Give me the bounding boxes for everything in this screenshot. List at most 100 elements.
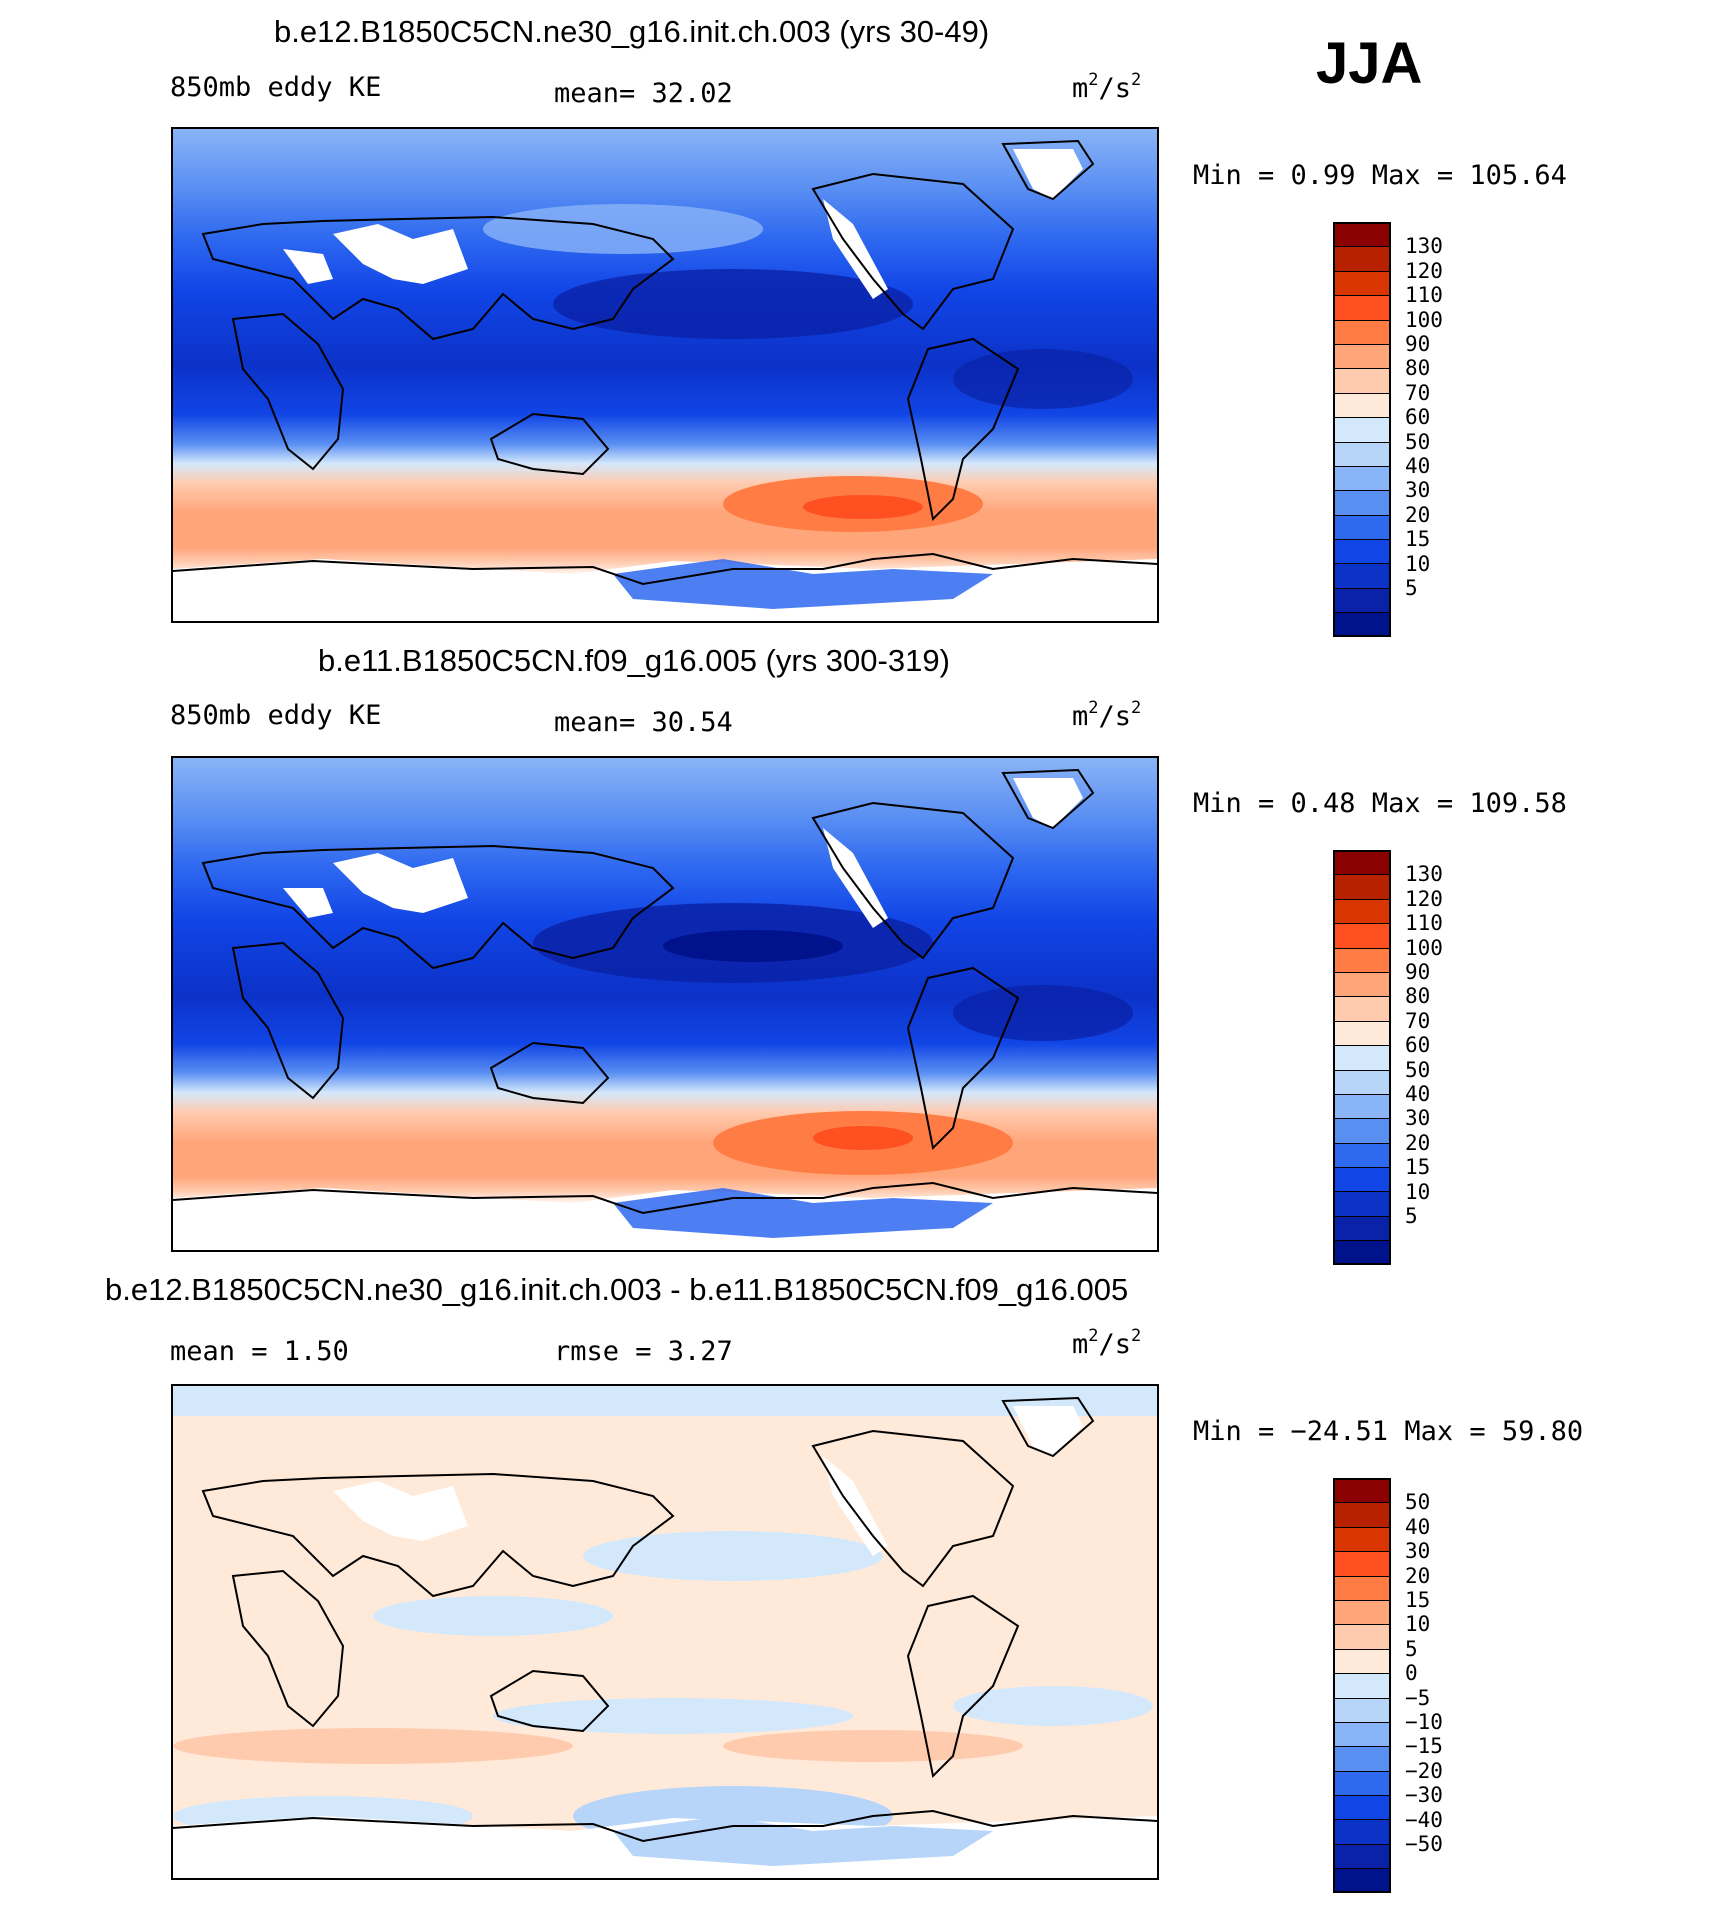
colorbar-cell — [1333, 874, 1391, 899]
colorbar-tick-label: 130 — [1405, 234, 1443, 259]
colorbar-tick-label: 120 — [1405, 258, 1443, 283]
colorbar-tick-label: 90 — [1405, 960, 1431, 984]
colorbar-tick-label: −40 — [1405, 1807, 1443, 1832]
colorbar-cell — [1333, 971, 1391, 997]
panel-1-units: m2/s2 — [1072, 70, 1142, 104]
colorbar-cell — [1333, 465, 1391, 491]
panel-1-mean: mean= 32.02 — [554, 78, 733, 109]
colorbar-tick-label: 10 — [1405, 551, 1431, 576]
panel-3-map-field — [173, 1386, 1157, 1878]
colorbar-cell — [1333, 1819, 1391, 1844]
colorbar-cell — [1333, 1118, 1391, 1143]
panel-2-colorbar-cells — [1333, 850, 1391, 1265]
colorbar-tick-label: 40 — [1405, 1514, 1431, 1539]
colorbar-tick-label: −5 — [1405, 1685, 1431, 1710]
colorbar-cell — [1333, 1502, 1391, 1527]
colorbar-cell — [1333, 1551, 1391, 1576]
colorbar-cell — [1333, 1697, 1391, 1722]
colorbar-cell — [1333, 1526, 1391, 1552]
colorbar-tick-label: 90 — [1405, 332, 1431, 356]
colorbar-cell — [1333, 539, 1391, 564]
colorbar-cell — [1333, 1215, 1391, 1241]
colorbar-cell — [1333, 996, 1391, 1021]
colorbar-cell — [1333, 923, 1391, 948]
colorbar-cell — [1333, 1142, 1391, 1168]
colorbar-tick-label: 60 — [1405, 1033, 1431, 1058]
colorbar-tick-label: 100 — [1405, 935, 1443, 960]
colorbar-tick-label: 30 — [1405, 1106, 1431, 1131]
colorbar-tick-label: 130 — [1405, 862, 1443, 887]
colorbar-tick-label: 70 — [1405, 380, 1431, 405]
colorbar-tick-label: 30 — [1405, 1539, 1431, 1564]
colorbar-tick-label: 50 — [1405, 1057, 1431, 1082]
colorbar-tick-label: 40 — [1405, 454, 1431, 478]
panel-3-map — [171, 1384, 1159, 1880]
colorbar-cell — [1333, 1575, 1391, 1600]
colorbar-cell — [1333, 1167, 1391, 1192]
colorbar-tick-label: 100 — [1405, 307, 1443, 332]
colorbar-cell — [1333, 490, 1391, 515]
colorbar-cell — [1333, 246, 1391, 271]
colorbar-tick-label: 120 — [1405, 886, 1443, 911]
colorbar-tick-label: 20 — [1405, 1130, 1431, 1155]
panel-3-units: m2/s2 — [1072, 1326, 1142, 1360]
colorbar-cell — [1333, 441, 1391, 466]
colorbar-cell — [1333, 1624, 1391, 1649]
colorbar-cell — [1333, 563, 1391, 588]
panel-3-rmse: rmse = 3.27 — [554, 1336, 733, 1367]
panel-2-variable-label: 850mb eddy KE — [170, 700, 382, 731]
panel-1-map-field — [173, 129, 1157, 621]
panel-2-mean: mean= 30.54 — [554, 707, 733, 738]
colorbar-tick-label: 20 — [1405, 502, 1431, 527]
colorbar-tick-label: 40 — [1405, 1082, 1431, 1106]
colorbar-tick-label: 15 — [1405, 527, 1431, 552]
colorbar-cell — [1333, 612, 1391, 637]
colorbar-tick-label: 70 — [1405, 1008, 1431, 1033]
colorbar-cell — [1333, 343, 1391, 369]
colorbar-tick-label: 30 — [1405, 478, 1431, 503]
colorbar-tick-label: 80 — [1405, 984, 1431, 1009]
colorbar-cell — [1333, 1648, 1391, 1674]
colorbar-cell — [1333, 1721, 1391, 1747]
colorbar-tick-label: 15 — [1405, 1588, 1431, 1612]
colorbar-cell — [1333, 1020, 1391, 1046]
panel-1-title: b.e12.B1850C5CN.ne30_g16.init.ch.003 (yr… — [274, 14, 990, 49]
panel-2-colorbar — [1333, 850, 1391, 1265]
panel-1-colorbar-cells — [1333, 222, 1391, 637]
colorbar-cell — [1333, 898, 1391, 924]
colorbar-tick-label: 110 — [1405, 911, 1443, 936]
panel-1-min-max: Min = 0.99 Max = 105.64 — [1193, 160, 1567, 191]
colorbar-tick-label: −15 — [1405, 1734, 1443, 1759]
colorbar-cell — [1333, 1746, 1391, 1771]
colorbar-cell — [1333, 417, 1391, 442]
colorbar-cell — [1333, 1795, 1391, 1820]
colorbar-cell — [1333, 1843, 1391, 1869]
colorbar-tick-label: 110 — [1405, 283, 1443, 308]
panel-2-map — [171, 756, 1159, 1252]
colorbar-tick-label: −30 — [1405, 1783, 1443, 1808]
panel-3-title: b.e12.B1850C5CN.ne30_g16.init.ch.003 - b… — [105, 1272, 1129, 1307]
colorbar-cell — [1333, 368, 1391, 393]
colorbar-tick-label: 50 — [1405, 429, 1431, 454]
colorbar-cell — [1333, 587, 1391, 613]
colorbar-cell — [1333, 1478, 1391, 1503]
colorbar-cell — [1333, 392, 1391, 418]
panel-1-colorbar — [1333, 222, 1391, 637]
colorbar-tick-label: 5 — [1405, 1636, 1418, 1661]
colorbar-cell — [1333, 1673, 1391, 1698]
colorbar-cell — [1333, 1599, 1391, 1625]
colorbar-cell — [1333, 1240, 1391, 1265]
colorbar-tick-label: −50 — [1405, 1832, 1443, 1856]
colorbar-cell — [1333, 319, 1391, 344]
colorbar-tick-label: 15 — [1405, 1155, 1431, 1180]
colorbar-cell — [1333, 270, 1391, 296]
colorbar-tick-label: 60 — [1405, 405, 1431, 430]
season-label: JJA — [1316, 31, 1423, 96]
colorbar-cell — [1333, 1868, 1391, 1893]
colorbar-cell — [1333, 1093, 1391, 1119]
panel-1-map — [171, 127, 1159, 623]
panel-2-units: m2/s2 — [1072, 698, 1142, 732]
colorbar-cell — [1333, 295, 1391, 320]
colorbar-tick-label: 80 — [1405, 356, 1431, 381]
panel-1-variable-label: 850mb eddy KE — [170, 72, 382, 103]
